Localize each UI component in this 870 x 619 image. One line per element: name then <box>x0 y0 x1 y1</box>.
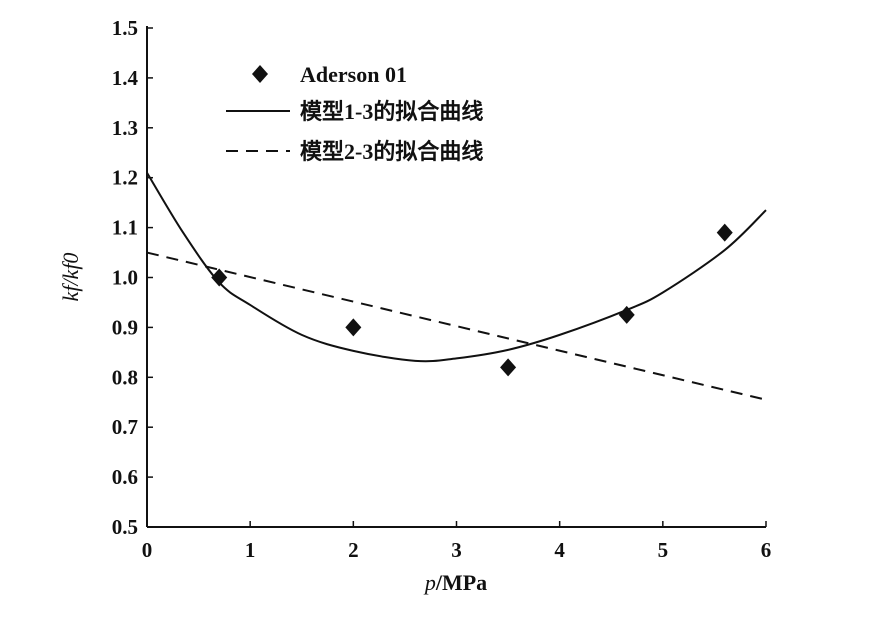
fit-line-model-2-3 <box>146 251 767 401</box>
y-tick-label: 0.6 <box>112 465 138 489</box>
x-tick-label: 2 <box>348 538 359 562</box>
x-axis-label: p/MPa <box>423 570 487 595</box>
x-tick-label: 3 <box>451 538 462 562</box>
data-point-diamond <box>500 358 517 377</box>
x-tick-label: 4 <box>554 538 565 562</box>
y-tick-label: 0.8 <box>112 365 138 389</box>
y-tick-label: 0.9 <box>112 315 138 339</box>
y-tick-label: 1.5 <box>112 16 138 40</box>
y-tick-label: 0.7 <box>112 415 138 439</box>
legend-label-1: 模型1-3的拟合曲线 <box>300 99 483 124</box>
legend-label-2: 模型2-3的拟合曲线 <box>300 139 483 164</box>
y-tick-label: 0.5 <box>112 515 138 539</box>
x-tick-label: 0 <box>142 538 153 562</box>
data-point-diamond <box>345 318 362 337</box>
legend: Aderson 01 模型1-3的拟合曲线 模型2-3的拟合曲线 <box>226 62 483 164</box>
data-point-diamond <box>618 305 635 324</box>
data-point-diamond <box>211 268 228 287</box>
x-tick-label: 6 <box>761 538 772 562</box>
fit-curve-model-1-3 <box>146 172 767 363</box>
legend-diamond-marker <box>252 65 268 83</box>
data-point-diamond <box>716 223 733 242</box>
x-tick-label: 1 <box>245 538 256 562</box>
x-tick-label: 5 <box>658 538 669 562</box>
y-tick-label: 1.4 <box>112 66 139 90</box>
legend-label-0: Aderson 01 <box>300 62 407 87</box>
y-tick-label: 1.1 <box>112 216 138 240</box>
y-axis-label: kf/kf0 <box>58 253 83 302</box>
y-tick-label: 1.2 <box>112 166 138 190</box>
y-tick-label: 1.0 <box>112 266 138 290</box>
y-tick-label: 1.3 <box>112 116 138 140</box>
